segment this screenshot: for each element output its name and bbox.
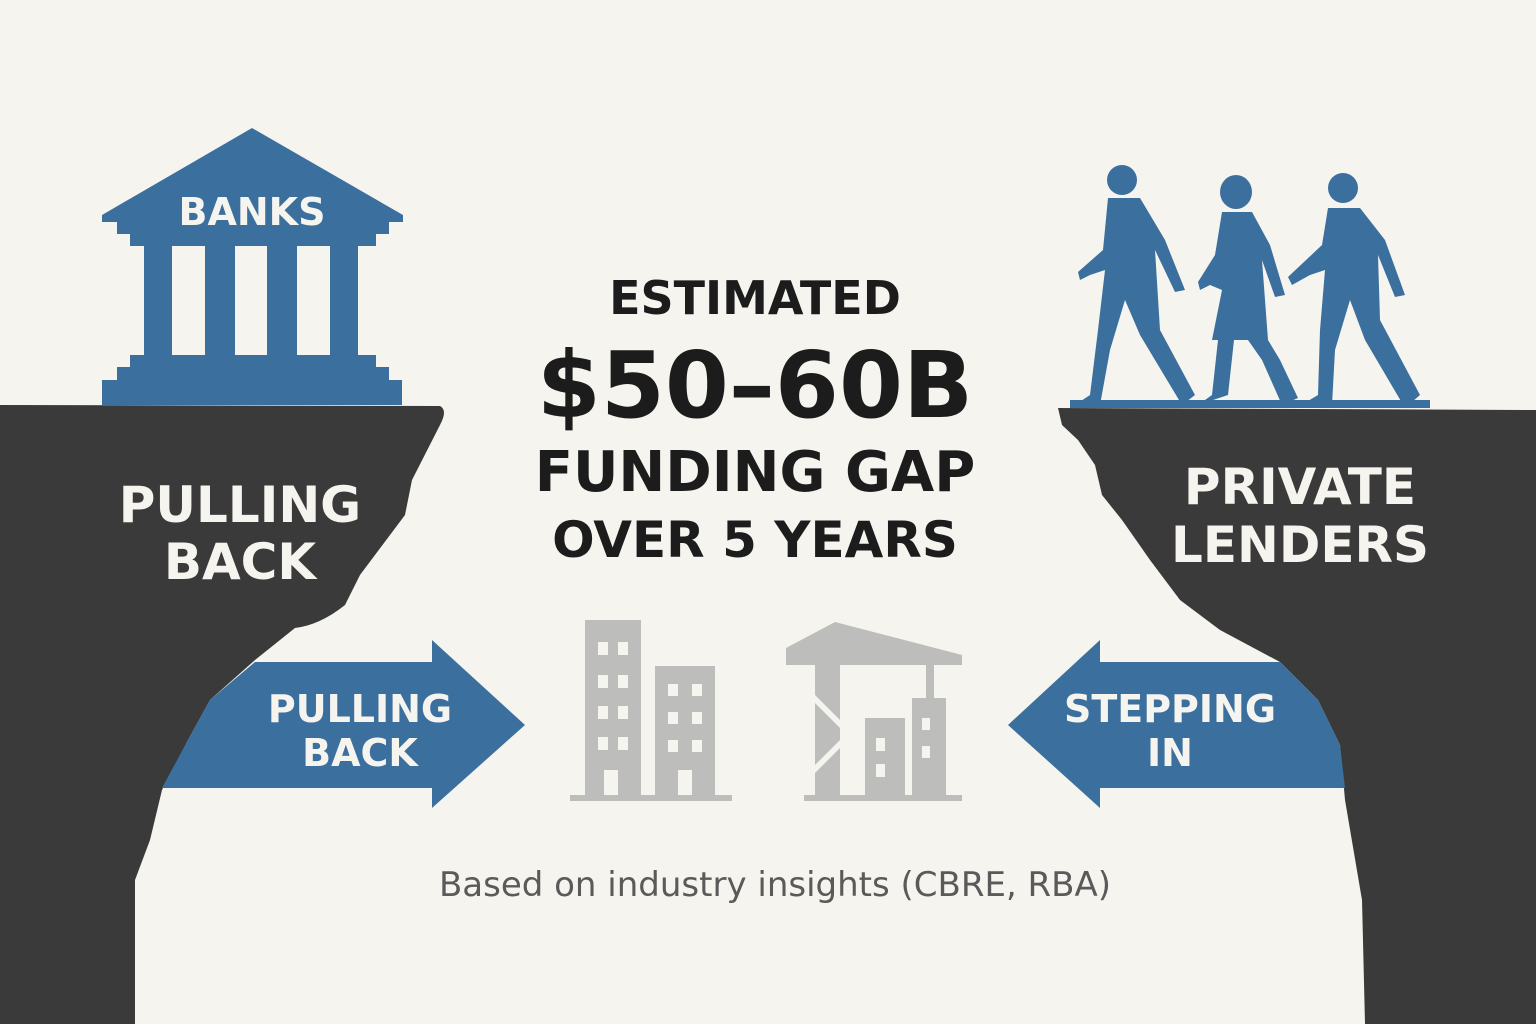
left-cliff-label-line1: PULLING [118, 476, 362, 534]
headline-period: OVER 5 YEARS [552, 511, 958, 569]
walking-people-icon [1070, 165, 1430, 408]
source-note: Based on industry insights (CBRE, RBA) [438, 865, 1112, 905]
right-arrow-label-line2: IN [1147, 731, 1193, 775]
banks-label: BANKS [178, 190, 326, 234]
bank-building-icon [102, 128, 403, 405]
construction-crane-icon [786, 622, 962, 801]
headline-amount: $50–60B [536, 332, 974, 439]
right-cliff [1058, 408, 1536, 1024]
headline-estimated: ESTIMATED [609, 271, 901, 325]
left-cliff-label-line2: BACK [163, 533, 317, 591]
office-buildings-icon [570, 620, 732, 801]
right-cliff-label-line2: LENDERS [1170, 516, 1430, 574]
pulling-back-arrow [162, 640, 525, 808]
left-arrow-label-line2: BACK [302, 731, 418, 775]
right-arrow-label-line1: STEPPING [1063, 687, 1277, 731]
left-arrow-label-line1: PULLING [267, 687, 453, 731]
stepping-in-arrow [1008, 640, 1345, 808]
headline-funding-gap: FUNDING GAP [534, 440, 976, 505]
right-cliff-label-line1: PRIVATE [1183, 458, 1417, 516]
left-cliff [0, 405, 444, 1024]
